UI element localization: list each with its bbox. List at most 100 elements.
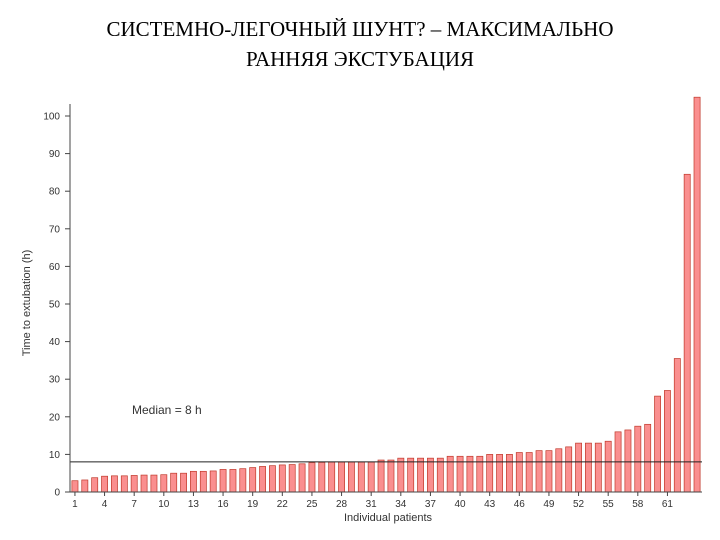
bar-patient-22: [278, 464, 286, 493]
x-tick-label-19: 19: [247, 499, 259, 510]
bar-patient-27: [328, 461, 336, 493]
x-tick-label-46: 46: [514, 499, 526, 510]
bar-patient-33: [387, 459, 395, 493]
bar-patient-18: [239, 468, 247, 493]
bar-patient-55: [604, 440, 612, 493]
x-tick-label-28: 28: [336, 499, 348, 510]
bar-patient-10: [160, 474, 168, 493]
bar-patient-20: [259, 466, 266, 493]
bar-patient-34: [397, 457, 405, 493]
bar-patient-2: [81, 479, 89, 493]
x-tick-label-49: 49: [543, 499, 555, 510]
bar-patient-7: [130, 475, 138, 493]
bar-patient-3: [91, 477, 99, 493]
bar-patient-64: [693, 96, 701, 493]
axes-group: 0 10 20 30 40 50 60 70 80 90 100 1 4 7 10 13 16 19 22 25 28 3…: [43, 104, 702, 510]
bar-patient-19: [249, 467, 257, 493]
y-tick-label-70: 70: [49, 224, 61, 235]
bar-patient-14: [199, 470, 207, 493]
bar-patient-5: [111, 475, 118, 493]
x-tick-label-7: 7: [131, 499, 137, 510]
bar-patient-36: [417, 457, 424, 493]
y-tick-label-20: 20: [49, 412, 61, 423]
bar-patient-38: [436, 457, 444, 493]
bar-patient-17: [229, 469, 237, 493]
y-tick-label-60: 60: [49, 262, 61, 273]
x-tick-label-55: 55: [603, 499, 615, 510]
x-tick-label-40: 40: [455, 499, 467, 510]
y-tick-label-0: 0: [54, 488, 60, 499]
bar-patient-52: [575, 442, 582, 493]
bar-patient-31: [367, 461, 375, 493]
bar-patient-4: [101, 475, 108, 493]
bar-patient-6: [120, 475, 128, 493]
bar-patient-8: [140, 474, 148, 493]
bar-patient-62: [673, 358, 681, 493]
bar-patient-21: [269, 465, 276, 493]
x-tick-label-25: 25: [306, 499, 318, 510]
bar-patient-43: [486, 454, 494, 493]
x-tick-label-1: 1: [72, 499, 78, 510]
bar-patient-51: [565, 446, 573, 493]
bar-patient-24: [298, 463, 306, 493]
bar-patient-30: [357, 461, 365, 493]
x-tick-label-43: 43: [484, 499, 496, 510]
bar-patient-63: [683, 173, 691, 493]
bar-patient-1: [71, 480, 79, 493]
x-tick-label-58: 58: [632, 499, 644, 510]
bar-patient-12: [180, 472, 187, 493]
bars-group: [71, 96, 701, 493]
x-tick-label-34: 34: [395, 499, 407, 510]
bar-patient-47: [525, 452, 533, 493]
bar-patient-9: [150, 474, 158, 493]
x-tick-label-10: 10: [158, 499, 170, 510]
bar-patient-25: [308, 462, 316, 493]
x-tick-label-61: 61: [662, 499, 674, 510]
bar-patient-61: [664, 390, 671, 493]
bar-patient-58: [634, 425, 642, 493]
x-axis-label: Individual patients: [344, 512, 433, 524]
bar-patient-28: [338, 461, 345, 493]
bar-patient-13: [190, 470, 197, 493]
bar-patient-11: [170, 472, 178, 493]
x-tick-label-4: 4: [102, 499, 108, 510]
x-tick-label-13: 13: [188, 499, 200, 510]
bar-patient-15: [209, 470, 217, 493]
x-tick-label-37: 37: [425, 499, 437, 510]
y-tick-label-90: 90: [49, 149, 61, 160]
x-tick-label-16: 16: [218, 499, 230, 510]
bar-patient-60: [654, 395, 661, 493]
slide-title-line-1: СИСТЕМНО-ЛЕГОЧНЫЙ ШУНТ? – МАКСИМАЛЬНО: [106, 17, 614, 41]
bar-patient-29: [348, 461, 355, 493]
slide-title: СИСТЕМНО-ЛЕГОЧНЫЙ ШУНТ? – МАКСИМАЛЬНО РА…: [0, 14, 720, 74]
bar-patient-44: [496, 454, 503, 493]
y-tick-label-10: 10: [49, 450, 61, 461]
y-axis-label: Time to extubation (h): [21, 250, 33, 357]
bar-patient-54: [594, 442, 602, 493]
bar-patient-37: [427, 457, 434, 493]
bar-patient-16: [219, 469, 227, 493]
y-tick-label-80: 80: [49, 187, 61, 198]
bar-patient-45: [506, 454, 513, 493]
y-tick-label-50: 50: [49, 300, 61, 311]
y-tick-label-40: 40: [49, 337, 61, 348]
bar-patient-49: [545, 450, 553, 493]
x-tick-label-22: 22: [277, 499, 289, 510]
bar-patient-50: [555, 448, 563, 493]
x-tick-label-52: 52: [573, 499, 585, 510]
bar-patient-48: [535, 450, 543, 493]
bar-patient-57: [624, 429, 632, 493]
bar-patient-35: [407, 457, 415, 493]
bar-patient-23: [288, 464, 296, 493]
bar-patient-59: [644, 423, 652, 493]
y-tick-label-30: 30: [49, 375, 61, 386]
bar-patient-53: [585, 442, 592, 493]
x-tick-label-31: 31: [366, 499, 378, 510]
slide-title-line-2: РАННЯЯ ЭКСТУБАЦИЯ: [245, 47, 475, 71]
median-label: Median = 8 h: [132, 403, 202, 417]
bar-patient-26: [318, 461, 326, 493]
y-tick-label-100: 100: [43, 112, 60, 123]
bar-patient-46: [515, 452, 523, 493]
bar-patient-32: [377, 459, 385, 493]
